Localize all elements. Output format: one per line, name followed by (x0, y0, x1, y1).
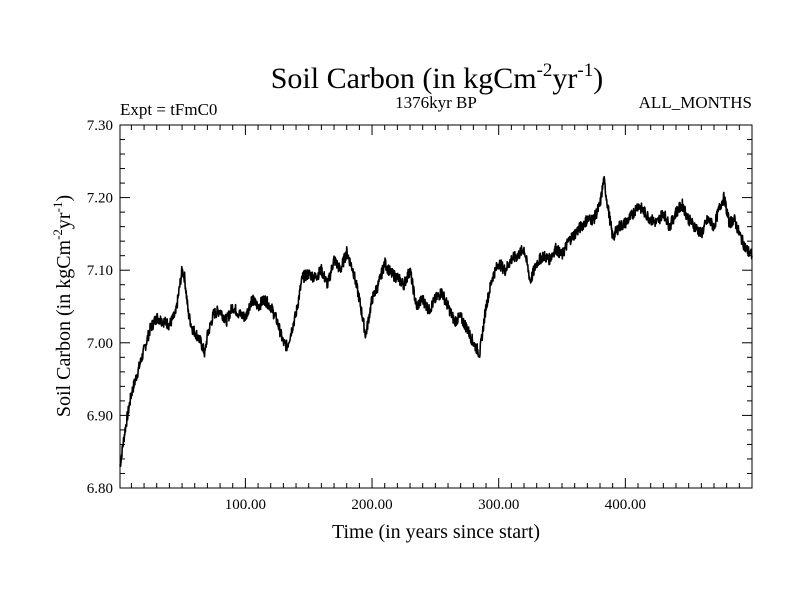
y-axis-label-mid: yr (53, 212, 75, 229)
y-tick-label: 7.10 (87, 263, 113, 279)
y-axis-label-sup1: -2 (50, 229, 65, 240)
plot-frame (119, 124, 753, 489)
x-tick-label: 200.00 (351, 497, 392, 513)
series-line-soil-carbon (119, 175, 753, 467)
y-axis-ticks: 6.80 6.90 7.00 7.10 7.20 7.30 (87, 118, 752, 497)
minor-ticks (120, 125, 752, 488)
series-layer (119, 175, 753, 467)
x-tick-label: 300.00 (478, 497, 519, 513)
y-axis-label: Soil Carbon (in kgCm-2yr-1) (50, 195, 75, 417)
x-tick-label: 100.00 (225, 497, 266, 513)
chart-title-mid: yr (552, 62, 577, 95)
subtitle-period: 1376kyr BP (395, 93, 477, 112)
subtitle-experiment: Expt = tFmC0 (120, 100, 217, 119)
chart-title-sup2: -1 (577, 60, 593, 81)
y-tick-label: 6.90 (87, 408, 113, 424)
y-tick-label: 6.80 (87, 481, 113, 497)
chart-title-sup1: -2 (537, 60, 553, 81)
chart-title: Soil Carbon (in kgCm-2yr-1) (271, 60, 604, 95)
y-tick-label: 7.30 (87, 118, 113, 134)
chart-title-end: ) (593, 62, 603, 95)
x-axis-label: Time (in years since start) (332, 521, 540, 543)
x-tick-label: 400.00 (605, 497, 646, 513)
y-tick-label: 7.20 (87, 191, 113, 207)
x-axis-ticks: 100.00 200.00 300.00 400.00 (225, 125, 646, 513)
y-axis-label-main: Soil Carbon (in kgCm (53, 239, 75, 417)
y-tick-label: 7.00 (87, 336, 113, 352)
y-axis-label-sup2: -1 (50, 202, 65, 213)
subtitle-months: ALL_MONTHS (639, 93, 752, 112)
y-axis-label-end: ) (53, 195, 75, 202)
chart-title-main: Soil Carbon (in kgCm (271, 62, 537, 95)
